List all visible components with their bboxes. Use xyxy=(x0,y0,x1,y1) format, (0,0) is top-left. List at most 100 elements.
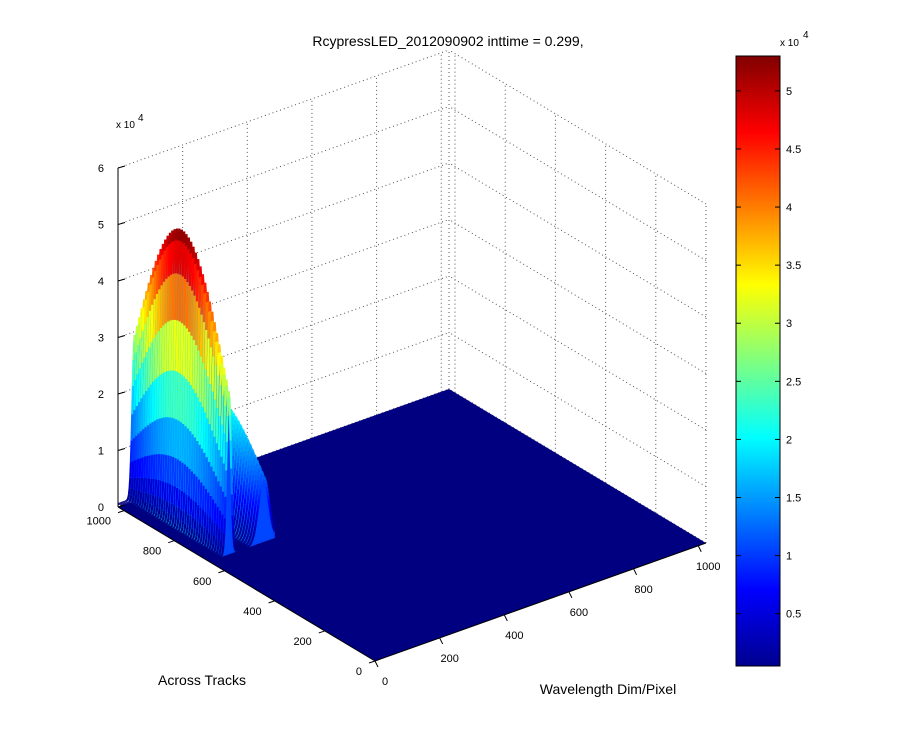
surface-ridge-segment xyxy=(146,493,150,503)
surface-ridge-segment xyxy=(243,541,246,545)
surface-ridge-segment xyxy=(169,514,173,521)
surface-ridge-segment xyxy=(171,273,175,320)
surface-ridge-segment xyxy=(190,434,194,472)
surface-ridge-segment xyxy=(155,507,159,513)
surface-ridge-segment xyxy=(146,425,150,456)
surface-ridge-segment xyxy=(246,541,250,544)
surface-ridge-segment xyxy=(198,542,202,545)
surface-ridge-segment xyxy=(135,477,139,491)
surface-ridge-segment xyxy=(165,417,168,455)
surface-ridge-segment xyxy=(210,549,214,552)
surface-ridge-segment xyxy=(216,352,220,376)
surface-ridge-segment xyxy=(239,512,243,518)
surface-ridge-segment xyxy=(241,539,244,542)
surface-ridge-segment xyxy=(184,494,188,513)
surface-ridge-segment xyxy=(234,548,237,552)
surface-ridge-segment xyxy=(187,534,190,538)
surface-ridge-segment xyxy=(150,509,153,514)
surface-ridge-segment xyxy=(172,418,175,458)
y-tick-mark xyxy=(268,600,275,604)
surface-ridge-segment xyxy=(172,504,176,517)
surface-ridge-segment xyxy=(203,545,206,549)
surface-ridge-segment xyxy=(236,536,240,539)
surface-ridge-segment xyxy=(263,477,267,481)
surface-ridge-segment xyxy=(235,532,239,535)
surface-ridge-segment xyxy=(207,461,211,493)
surface-ridge-segment xyxy=(159,480,162,499)
surface-ridge-segment xyxy=(255,471,259,476)
surface-ridge-segment xyxy=(136,433,140,460)
surface-ridge-segment xyxy=(129,461,133,478)
surface-ridge-segment xyxy=(265,486,269,492)
surface-ridge-segment xyxy=(163,323,167,372)
grid-line xyxy=(117,388,450,508)
x-axis-label: Wavelength Dim/Pixel xyxy=(540,681,676,697)
surface-ridge-segment xyxy=(175,320,179,372)
surface-ridge-segment xyxy=(243,497,247,505)
surface-ridge-segment xyxy=(166,235,170,247)
surface-ridge-segment xyxy=(196,504,200,522)
surface-ridge-segment xyxy=(208,547,211,551)
surface-ridge-segment xyxy=(243,541,247,544)
surface-ridge-segment xyxy=(236,530,239,533)
surface-ridge-segment xyxy=(243,445,247,451)
surface-ridge-segment xyxy=(238,436,242,443)
surface-ridge-segment xyxy=(222,367,226,375)
surface-ridge-segment xyxy=(136,345,140,375)
surface-ridge-segment xyxy=(235,437,239,445)
grid-line xyxy=(117,275,450,395)
surface-ridge-segment xyxy=(155,265,159,294)
surface-ridge-segment xyxy=(240,533,244,537)
surface-ridge-segment xyxy=(242,450,246,457)
surface-ridge-segment xyxy=(227,391,231,398)
surface-ridge-segment xyxy=(241,514,245,520)
surface-ridge-segment xyxy=(221,550,224,555)
surface-ridge-segment xyxy=(198,523,202,534)
surface-ridge-segment xyxy=(201,362,205,408)
surface-ridge-segment xyxy=(162,417,166,455)
surface-ridge-segment xyxy=(252,451,255,455)
surface-ridge-segment xyxy=(242,538,245,541)
surface-ridge-segment xyxy=(246,494,250,502)
surface-ridge-segment xyxy=(236,488,240,496)
surface-ridge-segment xyxy=(170,526,173,529)
surface-ridge-segment xyxy=(130,488,134,496)
surface-ridge-segment xyxy=(237,419,240,423)
surface-ridge-segment xyxy=(139,507,142,511)
surface-ridge-segment xyxy=(153,420,157,455)
surface-ridge-segment xyxy=(257,464,260,468)
surface-ridge-segment xyxy=(207,531,211,540)
surface-ridge-segment xyxy=(163,520,167,524)
surface-ridge-segment xyxy=(199,534,203,540)
x-tick-mark xyxy=(374,660,379,668)
surface-ridge-segment xyxy=(224,470,228,497)
surface-ridge-segment xyxy=(164,512,168,519)
surface-ridge-segment xyxy=(198,543,201,546)
surface-ridge-segment xyxy=(177,530,180,533)
surface-ridge-segment xyxy=(135,504,139,507)
surface-ridge-segment xyxy=(174,419,178,459)
surface-ridge-segment xyxy=(202,322,206,363)
surface-ridge-segment xyxy=(132,503,135,507)
surface-ridge-segment xyxy=(218,344,222,353)
surface-ridge-segment xyxy=(147,455,151,479)
surface-ridge-segment xyxy=(212,331,216,357)
surface-ridge-segment xyxy=(165,371,169,418)
surface-ridge-segment xyxy=(235,421,239,425)
z-multiplier-exponent: 4 xyxy=(138,113,144,124)
surface-ridge-segment xyxy=(168,520,172,525)
surface-ridge-segment xyxy=(152,338,156,382)
surface-ridge-segment xyxy=(185,234,189,246)
surface-ridge-segment xyxy=(186,381,190,429)
surface-ridge-segment xyxy=(202,452,206,486)
surface-ridge-segment xyxy=(247,482,251,489)
surface-ridge-segment xyxy=(254,500,258,506)
surface-ridge-segment xyxy=(205,418,209,458)
surface-ridge-segment xyxy=(148,310,152,348)
surface-ridge-segment xyxy=(213,522,216,536)
surface-ridge-segment xyxy=(261,477,264,480)
surface-ridge-segment xyxy=(257,498,261,505)
surface-ridge-segment xyxy=(204,537,208,544)
surface-ridge-segment xyxy=(249,470,253,477)
surface-ridge-segment xyxy=(235,519,239,524)
